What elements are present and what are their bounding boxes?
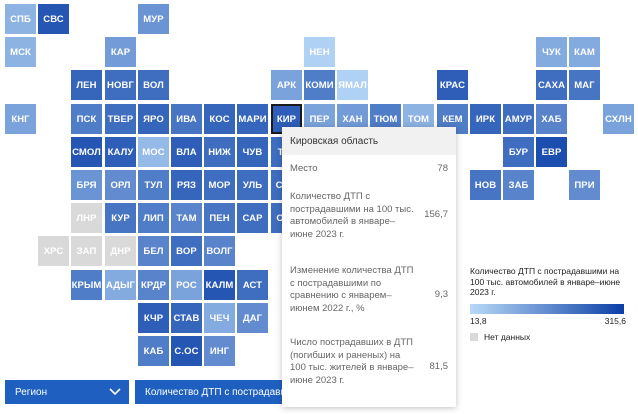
tooltip-label: Число пострадавших в ДТП (погибших и ран… bbox=[290, 337, 414, 386]
tooltip-row-change: Изменение количества ДТП с пострадавшими… bbox=[290, 265, 448, 315]
tooltip-label: Место bbox=[290, 163, 318, 174]
region-tile-МСК[interactable]: МСК bbox=[5, 37, 36, 67]
legend-min: 13,8 bbox=[470, 315, 487, 326]
region-tile-АРК[interactable]: АРК bbox=[271, 70, 302, 100]
region-tile-МУР[interactable]: МУР bbox=[138, 4, 169, 34]
tooltip-value: 156,7 bbox=[424, 209, 448, 220]
region-tile-ТАМ[interactable]: ТАМ bbox=[171, 203, 202, 233]
tooltip-label: Изменение количества ДТП с пострадавшими… bbox=[290, 265, 414, 314]
region-tile-ЛНР[interactable]: ЛНР bbox=[71, 203, 102, 233]
region-tile-ТУЛ[interactable]: ТУЛ bbox=[138, 170, 169, 200]
region-tile-ИРК[interactable]: ИРК bbox=[470, 104, 501, 134]
region-tile-ВОЛ[interactable]: ВОЛ bbox=[138, 70, 169, 100]
region-tile-ЧУВ[interactable]: ЧУВ bbox=[237, 137, 268, 167]
region-tile-НЕН[interactable]: НЕН bbox=[304, 37, 335, 67]
legend-nodata-label: Нет данных bbox=[484, 331, 531, 342]
color-legend: Количество ДТП с пострадавшими на 100 ты… bbox=[470, 266, 630, 342]
tooltip-row-accidents: Количество ДТП с пострадавшими на 100 ты… bbox=[290, 191, 448, 241]
region-tile-ТВЕР[interactable]: ТВЕР bbox=[105, 104, 136, 134]
region-tile-КРДР[interactable]: КРДР bbox=[138, 270, 169, 300]
region-tile-КАЛУ[interactable]: КАЛУ bbox=[105, 137, 136, 167]
region-tile-АСТ[interactable]: АСТ bbox=[237, 270, 268, 300]
region-tile-ДНР[interactable]: ДНР bbox=[105, 236, 136, 266]
region-dropdown[interactable]: Регион bbox=[5, 380, 129, 404]
region-tile-ЧЕЧ[interactable]: ЧЕЧ bbox=[204, 303, 235, 333]
region-tile-КОС[interactable]: КОС bbox=[204, 104, 235, 134]
nodata-swatch bbox=[470, 332, 478, 341]
region-tile-СВС[interactable]: СВС bbox=[38, 4, 69, 34]
region-tile-ОРЛ[interactable]: ОРЛ bbox=[105, 170, 136, 200]
region-tile-БУР[interactable]: БУР bbox=[503, 137, 534, 167]
region-tile-ЕВР[interactable]: ЕВР bbox=[536, 137, 567, 167]
chevron-down-icon bbox=[109, 388, 121, 396]
region-tile-САР[interactable]: САР bbox=[237, 203, 268, 233]
region-tile-КАР[interactable]: КАР bbox=[105, 37, 136, 67]
region-tile-ЛИП[interactable]: ЛИП bbox=[138, 203, 169, 233]
region-tile-СТАВ[interactable]: СТАВ bbox=[171, 303, 202, 333]
region-tile-РЯЗ[interactable]: РЯЗ bbox=[171, 170, 202, 200]
region-dropdown-label: Регион bbox=[15, 386, 48, 398]
legend-nodata: Нет данных bbox=[470, 332, 630, 342]
region-tile-СМОЛ[interactable]: СМОЛ bbox=[71, 137, 102, 167]
region-tile-КРЫМ[interactable]: КРЫМ bbox=[71, 270, 102, 300]
region-tile-МОС[interactable]: МОС bbox=[138, 137, 169, 167]
region-tile-СХЛН[interactable]: СХЛН bbox=[603, 104, 634, 134]
region-tile-ДАГ[interactable]: ДАГ bbox=[237, 303, 268, 333]
region-tile-БЕЛ[interactable]: БЕЛ bbox=[138, 236, 169, 266]
region-tile-ПСК[interactable]: ПСК bbox=[71, 104, 102, 134]
region-tile-ПЕН[interactable]: ПЕН bbox=[204, 203, 235, 233]
region-tile-БРЯ[interactable]: БРЯ bbox=[71, 170, 102, 200]
tooltip-value: 81,5 bbox=[429, 361, 449, 372]
region-tile-МАРИ[interactable]: МАРИ bbox=[237, 104, 268, 134]
region-tile-ЗАП[interactable]: ЗАП bbox=[71, 236, 102, 266]
metric-dropdown[interactable]: Количество ДТП с пострадавшими bbox=[135, 380, 285, 404]
region-tile-ИНГ[interactable]: ИНГ bbox=[204, 336, 235, 366]
region-tile-ИВА[interactable]: ИВА bbox=[171, 104, 202, 134]
tooltip-label: Количество ДТП с пострадавшими на 100 ты… bbox=[290, 191, 414, 240]
region-tile-КЧР[interactable]: КЧР bbox=[138, 303, 169, 333]
region-tile-ВОР[interactable]: ВОР bbox=[171, 236, 202, 266]
region-tile-ВОЛГ[interactable]: ВОЛГ bbox=[204, 236, 235, 266]
region-tile-КАМ[interactable]: КАМ bbox=[569, 37, 600, 67]
region-tile-ЗАБ[interactable]: ЗАБ bbox=[503, 170, 534, 200]
tooltip-value: 9,3 bbox=[434, 289, 448, 300]
region-tile-ЧУК[interactable]: ЧУК bbox=[536, 37, 567, 67]
tooltip-region-name: Кировская область bbox=[282, 127, 456, 155]
region-tile-ВЛА[interactable]: ВЛА bbox=[171, 137, 202, 167]
region-tile-КОМИ[interactable]: КОМИ bbox=[304, 70, 335, 100]
region-tile-НОВ[interactable]: НОВ bbox=[470, 170, 501, 200]
tooltip-value: 78 bbox=[437, 163, 448, 174]
region-tile-КАБ[interactable]: КАБ bbox=[138, 336, 169, 366]
region-tile-МАГ[interactable]: МАГ bbox=[569, 70, 600, 100]
region-tile-ЛЕН[interactable]: ЛЕН bbox=[71, 70, 102, 100]
region-tile-НОВГ[interactable]: НОВГ bbox=[105, 70, 136, 100]
region-tile-КУР[interactable]: КУР bbox=[105, 203, 136, 233]
region-tile-КРАС[interactable]: КРАС bbox=[437, 70, 468, 100]
region-tile-ХРС[interactable]: ХРС bbox=[38, 236, 69, 266]
region-tile-ПРИ[interactable]: ПРИ bbox=[569, 170, 600, 200]
region-tile-КАЛМ[interactable]: КАЛМ bbox=[204, 270, 235, 300]
region-tile-МОР[interactable]: МОР bbox=[204, 170, 235, 200]
region-tile-НИЖ[interactable]: НИЖ bbox=[204, 137, 235, 167]
region-tile-ЯМАЛ[interactable]: ЯМАЛ bbox=[337, 70, 368, 100]
region-tile-КНГ[interactable]: КНГ bbox=[5, 104, 36, 134]
region-tile-СПБ[interactable]: СПБ bbox=[5, 4, 36, 34]
region-tile-АДЫГ[interactable]: АДЫГ bbox=[105, 270, 136, 300]
legend-gradient-bar bbox=[470, 303, 624, 314]
region-tile-С.ОС[interactable]: С.ОС bbox=[171, 336, 202, 366]
region-tile-ХАБ[interactable]: ХАБ bbox=[536, 104, 567, 134]
region-tooltip: Кировская область Место 78 Количество ДТ… bbox=[282, 127, 456, 407]
region-tile-АМУР[interactable]: АМУР bbox=[503, 104, 534, 134]
legend-max: 315,6 bbox=[604, 315, 626, 326]
region-tile-ЯРО[interactable]: ЯРО bbox=[138, 104, 169, 134]
region-tile-РОС[interactable]: РОС bbox=[171, 270, 202, 300]
tooltip-row-victims: Число пострадавших в ДТП (погибших и ран… bbox=[290, 337, 448, 387]
legend-title: Количество ДТП с пострадавшими на 100 ты… bbox=[470, 266, 621, 297]
region-tile-САХА[interactable]: САХА bbox=[536, 70, 567, 100]
tooltip-row-rank: Место 78 bbox=[290, 163, 448, 176]
region-tile-УЛЬ[interactable]: УЛЬ bbox=[237, 170, 268, 200]
metric-dropdown-label: Количество ДТП с пострадавшими bbox=[145, 386, 285, 398]
